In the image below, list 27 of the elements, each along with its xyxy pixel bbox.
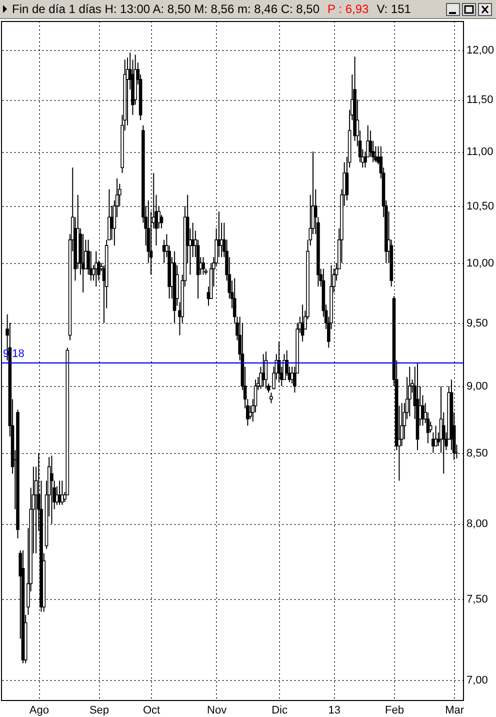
- x-tick-label: Mar: [445, 704, 464, 716]
- text: P : 6,93: [328, 2, 369, 16]
- x-tick-label: Feb: [385, 704, 404, 716]
- candlestick: [270, 392, 273, 404]
- chart-title: Fin de día 1 días H: 13:00 A: 8,50 M: 8,56 m: 8,46 C: 8,50: [12, 2, 320, 16]
- y-tick-label: 10,00: [466, 257, 494, 270]
- y-tick-label: 8,00: [466, 518, 488, 530]
- y-tick-label: 11,00: [466, 146, 494, 158]
- candlestick: [157, 205, 160, 229]
- y-tick-label: 7,50: [466, 594, 488, 606]
- x-tick-label: Sep: [89, 704, 110, 716]
- y-tick-label: 11,50: [466, 94, 494, 106]
- x-tick-label: 13: [328, 704, 341, 716]
- y-tick-label: 8,50: [466, 447, 488, 460]
- y-tick-label: 9,00: [466, 380, 488, 393]
- text: V: 151: [376, 2, 411, 16]
- x-tick-label: Nov: [207, 704, 228, 716]
- candlestick: [191, 222, 194, 258]
- x-tick-label: Dic: [272, 704, 288, 716]
- y-tick-label: 7,00: [466, 674, 488, 686]
- y-tick-label: 9,50: [466, 317, 488, 330]
- y-tick-label: 10,50: [466, 200, 494, 212]
- x-tick-label: Ago: [29, 704, 49, 716]
- x-tick-label: Oct: [142, 704, 160, 716]
- candlestick: [434, 425, 438, 447]
- candlestick: [60, 480, 64, 506]
- y-tick-label: 12,00: [466, 44, 494, 56]
